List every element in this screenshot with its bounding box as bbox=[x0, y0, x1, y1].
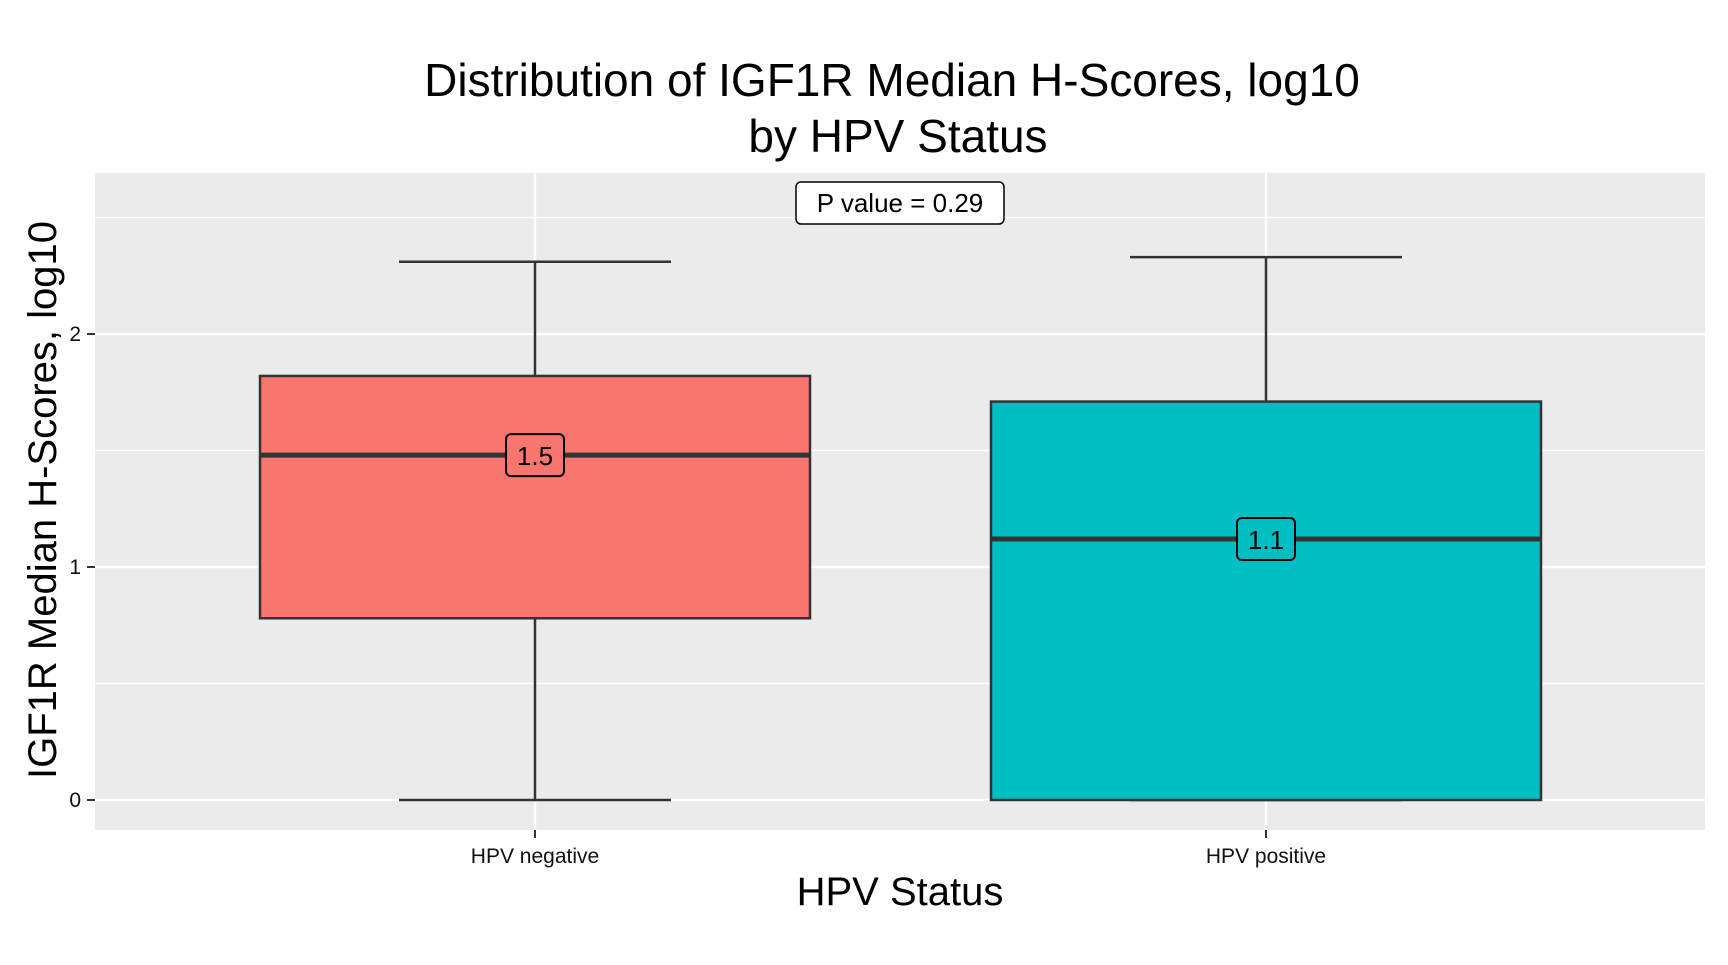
p-value-annotation: P value = 0.29 bbox=[795, 181, 1005, 225]
box-group: 1.1 bbox=[989, 255, 1543, 802]
p-value-text: P value = 0.29 bbox=[817, 188, 984, 218]
p-value-box bbox=[795, 181, 1005, 225]
box-group: 1.5 bbox=[258, 260, 812, 802]
median-label: 1.5 bbox=[517, 441, 553, 471]
box-body bbox=[258, 374, 812, 620]
axes-layer: 0 1 2 HPV negative HPV positive bbox=[69, 323, 1326, 868]
y-axis-title: IGF1R Median H-Scores, log10 bbox=[21, 221, 65, 779]
y-tick-label: 1 bbox=[69, 556, 81, 579]
chart-subtitle: by HPV Status bbox=[748, 110, 1047, 162]
chart-title: Distribution of IGF1R Median H-Scores, l… bbox=[424, 54, 1360, 106]
x-axis-title: HPV Status bbox=[797, 870, 1004, 914]
median-label-box bbox=[505, 433, 565, 478]
y-tick-label: 0 bbox=[69, 789, 81, 812]
median-label-box bbox=[1236, 517, 1296, 562]
median-label: 1.1 bbox=[1248, 525, 1284, 555]
box-body bbox=[989, 400, 1543, 802]
boxes-layer: 1.5 1.1 bbox=[258, 255, 1543, 802]
y-tick-label: 2 bbox=[69, 323, 81, 346]
x-tick-label: HPV positive bbox=[1206, 845, 1326, 868]
x-tick-label: HPV negative bbox=[471, 845, 599, 868]
